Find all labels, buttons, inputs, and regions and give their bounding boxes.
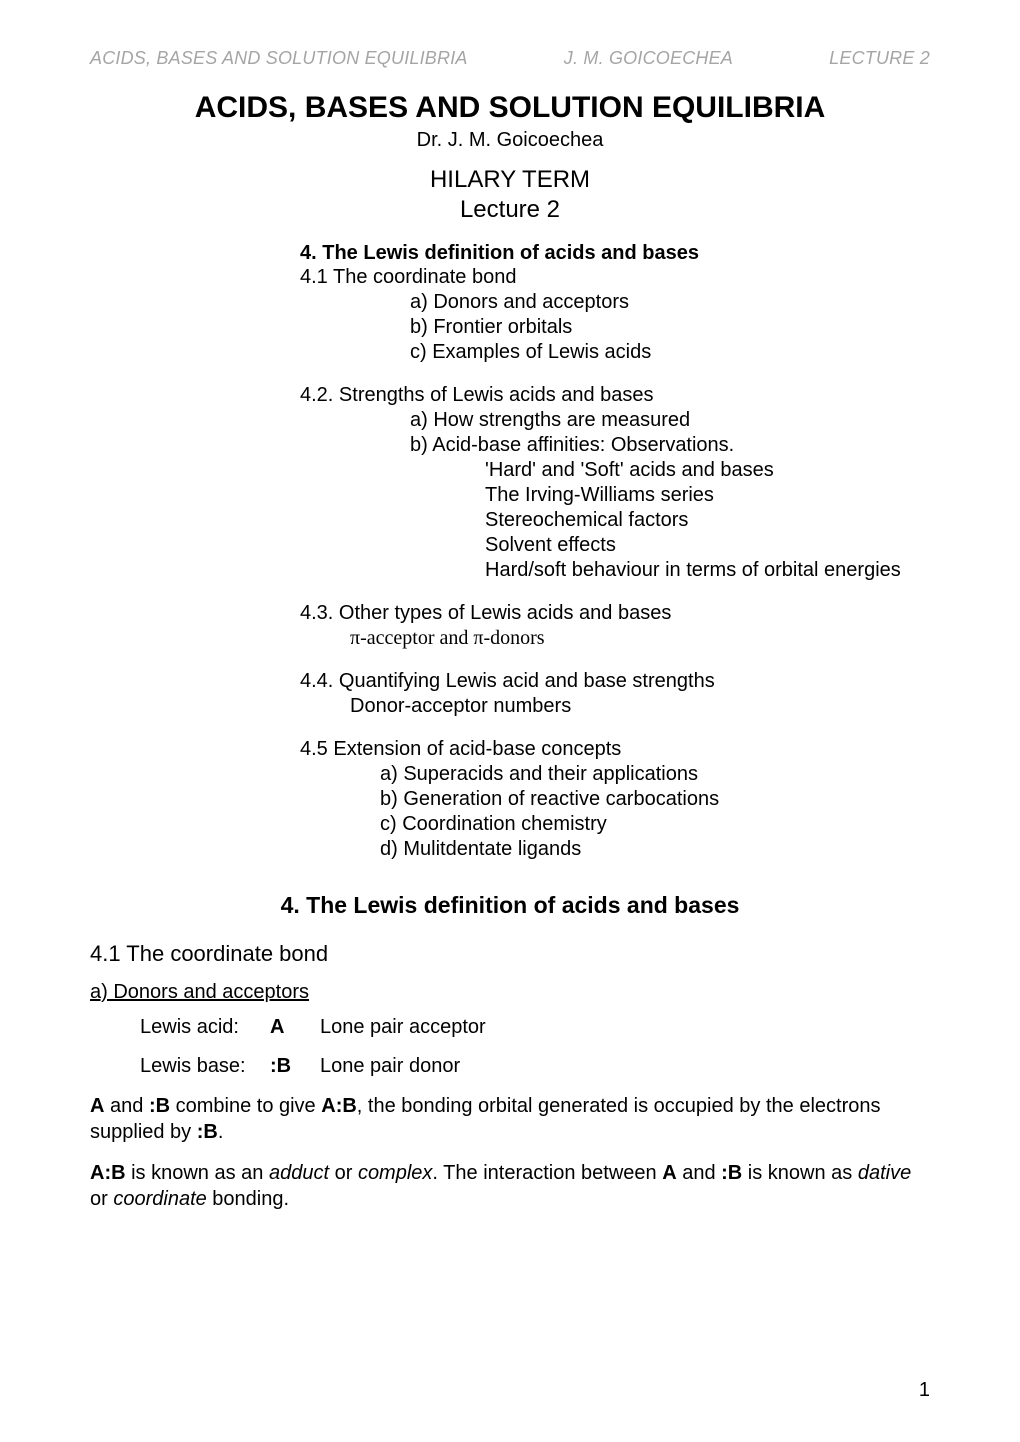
subsection-4-1: 4.1 The coordinate bond	[90, 941, 930, 967]
def-text-base: Lone pair donor	[320, 1055, 460, 1078]
author-line: Dr. J. M. Goicoechea	[90, 129, 930, 152]
header-center: J. M. GOICOECHEA	[564, 48, 733, 69]
def-symbol-base: :B	[270, 1055, 320, 1078]
outline-4-5-b: b) Generation of reactive carbocations	[90, 787, 930, 812]
definitions-block: Lewis acid: A Lone pair acceptor Lewis b…	[140, 1016, 930, 1078]
outline-4-2-b-4: Solvent effects	[90, 533, 930, 558]
outline-4-5-a: a) Superacids and their applications	[90, 762, 930, 787]
outline-4-2: 4.2. Strengths of Lewis acids and bases	[90, 383, 930, 408]
def-text-acid: Lone pair acceptor	[320, 1016, 486, 1039]
def-symbol-acid: A	[270, 1016, 320, 1039]
page-number: 1	[919, 1379, 930, 1402]
outline-4-2-a: a) How strengths are measured	[90, 408, 930, 433]
outline-4-3-a: π-acceptor and π-donors	[90, 626, 930, 651]
p1-t8: .	[218, 1121, 224, 1143]
page-container: ACIDS, BASES AND SOLUTION EQUILIBRIA J. …	[0, 0, 1020, 1442]
outline-4-2-b-3: Stereochemical factors	[90, 508, 930, 533]
outline-4-heading: 4. The Lewis definition of acids and bas…	[90, 242, 930, 265]
subsub-a-heading: a) Donors and acceptors	[90, 981, 930, 1004]
p2-t1: A:B	[90, 1162, 126, 1184]
outline-4-2-b-1: 'Hard' and 'Soft' acids and bases	[90, 458, 930, 483]
p2-t6: . The interaction between	[432, 1162, 662, 1184]
header-right: LECTURE 2	[829, 48, 930, 69]
p1-t4: combine to give	[170, 1095, 321, 1117]
outline-4-4: 4.4. Quantifying Lewis acid and base str…	[90, 669, 930, 694]
p1-t7: :B	[197, 1121, 218, 1143]
outline-4-5-c: c) Coordination chemistry	[90, 812, 930, 837]
p1-t5: A:B	[321, 1095, 357, 1117]
p2-t4: or	[329, 1162, 358, 1184]
definition-row-base: Lewis base: :B Lone pair donor	[140, 1055, 930, 1078]
p2-t9: :B	[721, 1162, 742, 1184]
paragraph-1: A and :B combine to give A:B, the bondin…	[90, 1094, 930, 1145]
outline-4-2-b: b) Acid-base affinities: Observations.	[90, 433, 930, 458]
document-title: ACIDS, BASES AND SOLUTION EQUILIBRIA	[90, 91, 930, 125]
p2-t5: complex	[358, 1162, 432, 1184]
paragraph-2: A:B is known as an adduct or complex. Th…	[90, 1161, 930, 1212]
section-4-title: 4. The Lewis definition of acids and bas…	[90, 892, 930, 919]
outline-4-1-b: b) Frontier orbitals	[90, 315, 930, 340]
p2-t10: is known as	[742, 1162, 858, 1184]
lecture-line: Lecture 2	[90, 196, 930, 224]
p2-t13: coordinate	[113, 1188, 206, 1210]
p1-t2: and	[104, 1095, 148, 1117]
p2-t8: and	[677, 1162, 721, 1184]
p2-t11: dative	[858, 1162, 911, 1184]
outline-4-2-b-5: Hard/soft behaviour in terms of orbital …	[90, 558, 930, 583]
p1-t3: :B	[149, 1095, 170, 1117]
def-label-acid: Lewis acid:	[140, 1016, 270, 1039]
def-label-base: Lewis base:	[140, 1055, 270, 1078]
term-line: HILARY TERM	[90, 166, 930, 194]
outline-4-1-c: c) Examples of Lewis acids	[90, 340, 930, 365]
outline-4-2-b-2: The Irving-Williams series	[90, 483, 930, 508]
p1-t1: A	[90, 1095, 104, 1117]
p2-t2: is known as an	[126, 1162, 269, 1184]
p2-t7: A	[662, 1162, 676, 1184]
pi-text: π-acceptor and π-donors	[350, 627, 545, 649]
outline-4-4-a: Donor-acceptor numbers	[90, 694, 930, 719]
outline-4-3: 4.3. Other types of Lewis acids and base…	[90, 601, 930, 626]
definition-row-acid: Lewis acid: A Lone pair acceptor	[140, 1016, 930, 1039]
running-header: ACIDS, BASES AND SOLUTION EQUILIBRIA J. …	[90, 48, 930, 69]
p2-t12: or	[90, 1188, 113, 1210]
header-left: ACIDS, BASES AND SOLUTION EQUILIBRIA	[90, 48, 468, 69]
outline-4-1-a: a) Donors and acceptors	[90, 290, 930, 315]
outline-4-5-d: d) Mulitdentate ligands	[90, 837, 930, 862]
outline-4-1: 4.1 The coordinate bond	[90, 265, 930, 290]
outline-4-5: 4.5 Extension of acid-base concepts	[90, 737, 930, 762]
p2-t3: adduct	[269, 1162, 329, 1184]
p2-t14: bonding.	[207, 1188, 289, 1210]
